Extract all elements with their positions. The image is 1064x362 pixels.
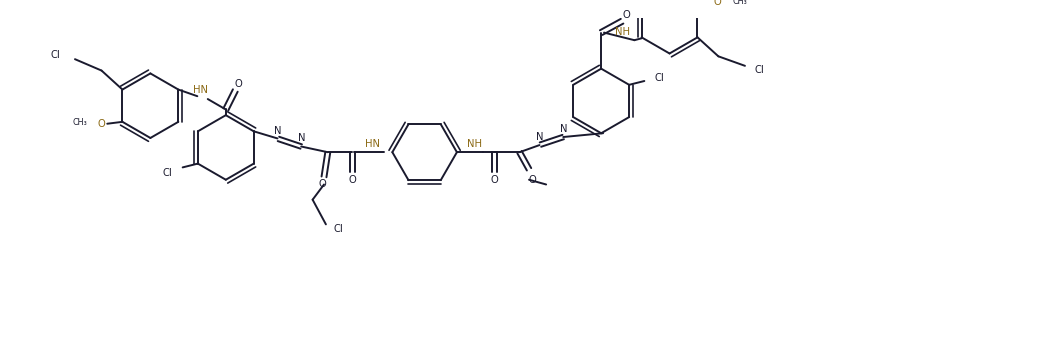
Text: NH: NH <box>615 27 630 37</box>
Text: CH₃: CH₃ <box>733 0 748 6</box>
Text: N: N <box>561 124 568 134</box>
Text: CH₃: CH₃ <box>72 118 87 127</box>
Text: HN: HN <box>193 85 207 94</box>
Text: Cl: Cl <box>654 73 664 83</box>
Text: O: O <box>622 9 631 20</box>
Text: O: O <box>714 0 721 7</box>
Text: N: N <box>273 126 281 136</box>
Text: Cl: Cl <box>754 65 764 75</box>
Text: O: O <box>349 175 356 185</box>
Text: O: O <box>529 175 536 185</box>
Text: NH: NH <box>467 139 482 149</box>
Text: HN: HN <box>365 139 380 149</box>
Text: N: N <box>536 131 544 142</box>
Text: Cl: Cl <box>50 50 60 60</box>
Text: Cl: Cl <box>163 168 172 178</box>
Text: O: O <box>318 180 326 189</box>
Text: Cl: Cl <box>333 224 343 234</box>
Text: O: O <box>491 175 499 185</box>
Text: O: O <box>98 119 105 129</box>
Text: O: O <box>234 79 242 89</box>
Text: N: N <box>298 134 306 143</box>
